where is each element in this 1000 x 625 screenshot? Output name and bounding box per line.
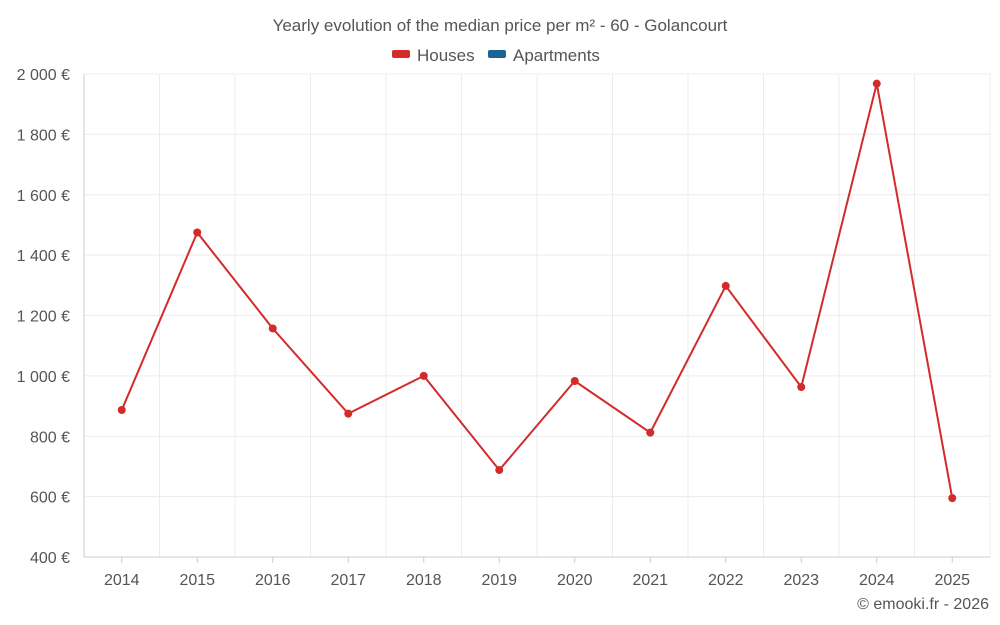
- y-tick-label: 1 800 €: [17, 127, 70, 144]
- data-point-houses[interactable]: [872, 79, 881, 88]
- data-point-houses[interactable]: [193, 228, 202, 237]
- y-tick-label: 600 €: [30, 490, 70, 507]
- x-tick-label: 2022: [708, 572, 744, 589]
- data-point-houses[interactable]: [721, 281, 730, 290]
- data-point-houses[interactable]: [495, 466, 504, 475]
- data-point-houses[interactable]: [646, 428, 655, 437]
- legend-swatch-apartments: [488, 50, 506, 58]
- x-tick-label: 2014: [104, 572, 140, 589]
- x-tick-label: 2023: [783, 572, 819, 589]
- y-tick-label: 800 €: [30, 429, 70, 446]
- y-tick-label: 1 000 €: [17, 369, 70, 386]
- legend-swatch-houses: [392, 50, 410, 58]
- credit-text: © emooki.fr - 2026: [857, 596, 989, 613]
- grid: [83, 73, 991, 558]
- data-point-houses[interactable]: [948, 494, 957, 503]
- legend-label-apartments: Apartments: [513, 46, 600, 65]
- data-point-houses[interactable]: [419, 371, 428, 380]
- x-tick-label: 2024: [859, 572, 895, 589]
- data-point-houses[interactable]: [268, 324, 277, 333]
- y-tick-label: 400 €: [30, 550, 70, 567]
- x-tick-label: 2021: [632, 572, 668, 589]
- y-tick-label: 2 000 €: [17, 67, 70, 84]
- series-line-houses: [120, 82, 954, 499]
- y-tick-label: 1 400 €: [17, 248, 70, 265]
- y-tick-label: 1 200 €: [17, 309, 70, 326]
- data-point-houses[interactable]: [570, 377, 579, 386]
- axes: 400 € 600 € 800 € 1 000 € 1 200 € 1 400 € 1 60…: [17, 67, 990, 589]
- x-tick-label: 2015: [179, 572, 215, 589]
- legend-label-houses: Houses: [417, 46, 475, 65]
- chart-title: Yearly evolution of the median price per…: [273, 16, 728, 35]
- data-point-houses[interactable]: [117, 405, 126, 414]
- x-tick-label: 2020: [557, 572, 593, 589]
- legend-item-houses[interactable]: Houses: [392, 46, 475, 65]
- legend-item-apartments[interactable]: Apartments: [488, 46, 600, 65]
- x-tick-label: 2016: [255, 572, 291, 589]
- data-point-houses[interactable]: [797, 383, 806, 392]
- legend: Houses Apartments: [392, 46, 600, 65]
- x-tick-label: 2019: [481, 572, 517, 589]
- data-point-houses[interactable]: [344, 409, 353, 418]
- x-tick-label: 2025: [934, 572, 970, 589]
- x-tick-label: 2017: [330, 572, 366, 589]
- y-tick-label: 1 600 €: [17, 188, 70, 205]
- series-houses: [117, 79, 957, 503]
- x-tick-label: 2018: [406, 572, 442, 589]
